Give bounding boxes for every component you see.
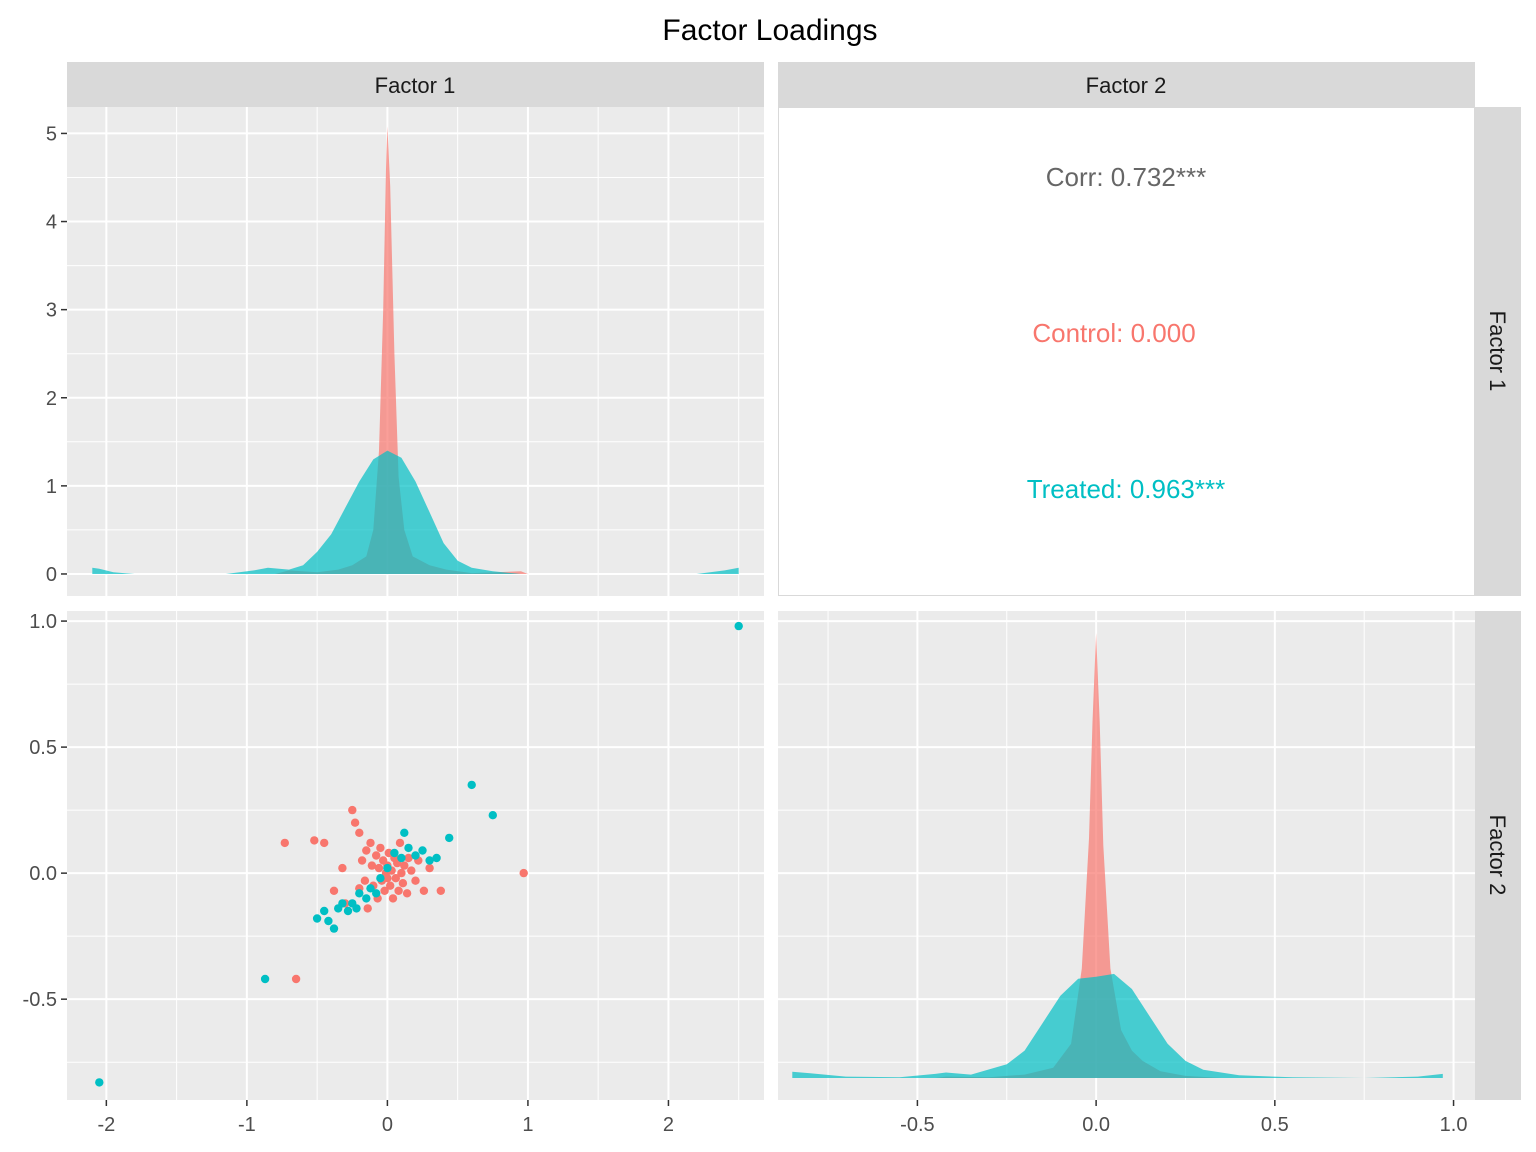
scatter-point-control [357,856,367,865]
scatter-point-control [397,868,406,878]
x-tick-label: -2 [97,1114,115,1136]
scatter-point-control [348,805,357,815]
column-strip-label-factor-1: Factor 1 [375,73,456,98]
x-tick-label: -1 [238,1114,256,1136]
density-factor-2-treated [792,973,1443,1078]
scatter-point-treated [400,828,409,837]
y-tick-label: 0.0 [29,863,57,885]
scatter-point-control [362,846,371,855]
scatter-point-treated [432,853,441,863]
y-tick-label: 5 [46,123,57,145]
x-tick-label: 1.0 [1440,1114,1468,1136]
scatter-point-treated [383,863,392,873]
row-strip-factor-2 [1475,611,1521,1100]
y-tick-label: 0.5 [29,737,57,759]
row-strip-factor-1 [1475,107,1521,596]
scatter-point-control [320,838,329,848]
scatter-point-control [338,863,347,873]
x-tick-label: 2 [663,1114,674,1136]
scatter-point-treated [376,874,385,883]
chart-title: Factor Loadings [662,14,877,47]
y-tick-label: 2 [46,388,57,410]
scatter-point-treated [404,843,413,853]
scatter-point-control [394,886,403,895]
scatter-point-control [360,876,370,885]
scatter-point-treated [390,848,399,858]
scatter-point-control [376,843,385,853]
scatter-point-control [411,876,420,885]
panel-correlation [778,107,1475,596]
row-strip-label-factor-2: Factor 2 [1485,815,1510,896]
scatter-point-treated [320,906,329,916]
scatter-point-treated [411,851,420,860]
x-tick-label: 0.0 [1082,1114,1110,1136]
scatter-point-control [291,974,301,984]
column-strip-factor-2 [778,62,1475,107]
y-tick-label: 0 [46,564,57,586]
scatter-point-treated [445,833,454,843]
scatter-point-treated [343,906,353,916]
scatter-point-control [419,886,429,895]
scatter-point-control [395,838,405,848]
scatter-point-control [355,828,364,837]
corr-control-label: Control: 0.000 [1032,318,1195,348]
scatter-point-control [519,868,528,878]
scatter-point-control [425,863,434,873]
column-strip-factor-1 [67,62,764,107]
scatter-point-treated [260,974,270,984]
scatter-point-control [391,874,400,883]
scatter-point-treated [418,846,427,855]
scatter-point-control [436,886,445,895]
scatter-point-treated [95,1078,104,1087]
scatter-point-control [350,818,360,827]
scatter-point-treated [355,889,364,898]
x-tick-label: 1 [522,1114,533,1136]
corr-treated-label: Treated: 0.963*** [1027,474,1226,504]
scatter-point-treated [312,914,322,923]
scatter-point-treated [362,894,371,903]
scatter-point-control [383,874,392,883]
x-tick-label: 0 [382,1114,393,1136]
column-strip-label-factor-2: Factor 2 [1086,73,1167,98]
y-tick-label: 1 [46,476,57,498]
scatter-point-control [380,886,389,895]
x-tick-label: -0.5 [900,1114,934,1136]
scatter-point-control [400,861,409,870]
scatter-point-treated [329,924,339,933]
y-tick-label: 3 [46,300,57,322]
y-tick-label: 4 [46,212,57,234]
scatter-point-treated [734,621,743,631]
scatter-point-control [372,851,381,860]
scatter-point-control [398,879,408,888]
density-factor-1-treated [92,450,739,574]
scatter-point-control [280,838,289,848]
scatter-point-treated [372,889,381,898]
scatter-point-treated [352,904,361,913]
scatter-point-treated [397,853,406,863]
y-tick-label: 1.0 [29,611,57,633]
scatter-point-control [329,886,339,895]
row-strip-label-factor-1: Factor 1 [1485,311,1510,392]
scatter-point-control [366,838,375,848]
scatter-point-control [386,881,395,890]
scatter-point-control [310,836,319,845]
scatter-point-control [404,853,413,863]
scatter-point-control [367,861,377,870]
scatter-point-treated [467,780,476,790]
scatter-point-treated [324,916,333,926]
y-tick-label: -0.5 [23,989,57,1011]
scatter-point-treated [488,811,497,820]
scatter-point-control [374,863,384,873]
scatter-point-control [402,889,412,898]
scatter-point-treated [425,856,434,865]
scatter-point-control [388,894,398,903]
corr-overall-label: Corr: 0.732*** [1046,162,1206,192]
scatter-point-control [363,904,372,913]
scatter-point-control [407,866,416,875]
x-tick-label: 0.5 [1261,1114,1289,1136]
scatter-point-treated [338,899,347,908]
scatter-point-treated [366,884,375,893]
